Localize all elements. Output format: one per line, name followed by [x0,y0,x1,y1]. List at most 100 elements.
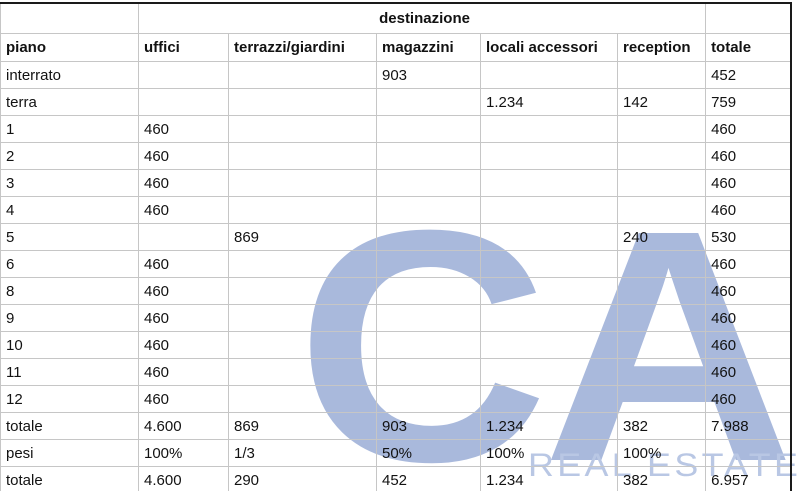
cell-piano[interactable]: terra [0,88,139,116]
cell-uffici[interactable]: 460 [138,385,229,413]
cell-locali_accessori[interactable] [480,277,618,305]
cell-terrazzi_giardini[interactable]: 290 [228,466,377,491]
column-header-piano[interactable]: piano [0,33,139,62]
cell-totale[interactable]: 460 [705,115,792,143]
cell-locali_accessori[interactable] [480,115,618,143]
cell-magazzini[interactable] [376,115,481,143]
cell-uffici[interactable] [138,61,229,89]
cell-totale[interactable]: 460 [705,142,792,170]
cell-piano[interactable]: pesi [0,439,139,467]
cell-totale[interactable]: 460 [705,358,792,386]
cell-locali_accessori[interactable]: 1.234 [480,466,618,491]
cell-reception[interactable] [617,277,707,305]
cell-totale[interactable] [705,439,792,467]
cell-reception[interactable] [617,358,707,386]
cell-totale[interactable]: 7.988 [705,412,792,440]
cell-totale[interactable]: 460 [705,169,792,197]
cell-magazzini[interactable] [376,385,481,413]
cell-terrazzi_giardini[interactable]: 1/3 [228,439,377,467]
cell-reception[interactable] [617,385,707,413]
cell-terrazzi_giardini[interactable] [228,358,377,386]
cell-locali_accessori[interactable] [480,223,618,251]
cell-magazzini[interactable] [376,223,481,251]
cell-uffici[interactable]: 460 [138,358,229,386]
cell-piano[interactable]: 2 [0,142,139,170]
column-header-totale[interactable]: totale [705,33,792,62]
cell-locali_accessori[interactable] [480,385,618,413]
cell-reception[interactable] [617,250,707,278]
cell-totale[interactable]: 759 [705,88,792,116]
cell-reception[interactable] [617,115,707,143]
cell-totale[interactable]: 460 [705,331,792,359]
column-header-terrazzi_giardini[interactable]: terrazzi/giardini [228,33,377,62]
cell-locali_accessori[interactable] [480,61,618,89]
cell-piano[interactable]: 9 [0,304,139,332]
cell-totale[interactable]: 452 [705,61,792,89]
cell-terrazzi_giardini[interactable] [228,61,377,89]
cell-totale[interactable]: 460 [705,250,792,278]
cell-reception[interactable] [617,61,707,89]
cell-uffici[interactable]: 460 [138,250,229,278]
cell-reception[interactable] [617,142,707,170]
cell-piano[interactable]: totale [0,412,139,440]
cell-totale[interactable]: 460 [705,277,792,305]
cell-totale[interactable]: 530 [705,223,792,251]
cell-locali_accessori[interactable] [480,304,618,332]
cell-totale[interactable]: 460 [705,304,792,332]
cell-magazzini[interactable] [376,196,481,224]
cell-totale[interactable]: 6.957 [705,466,792,491]
cell-magazzini[interactable] [376,358,481,386]
cell-reception[interactable]: 382 [617,466,707,491]
column-header-locali_accessori[interactable]: locali accessori [480,33,618,62]
cell-magazzini[interactable] [376,304,481,332]
cell-piano[interactable]: 6 [0,250,139,278]
column-header-magazzini[interactable]: magazzini [376,33,481,62]
cell-magazzini[interactable] [376,250,481,278]
cell-terrazzi_giardini[interactable] [228,196,377,224]
cell-locali_accessori[interactable] [480,169,618,197]
cell-locali_accessori[interactable]: 100% [480,439,618,467]
cell-uffici[interactable]: 460 [138,115,229,143]
cell-uffici[interactable]: 460 [138,142,229,170]
cell-magazzini[interactable] [376,88,481,116]
cell-piano[interactable]: 10 [0,331,139,359]
column-header-uffici[interactable]: uffici [138,33,229,62]
cell-magazzini[interactable] [376,277,481,305]
cell-piano[interactable]: 11 [0,358,139,386]
cell-piano[interactable]: 8 [0,277,139,305]
cell-reception[interactable]: 382 [617,412,707,440]
cell-terrazzi_giardini[interactable] [228,169,377,197]
cell-piano[interactable]: 12 [0,385,139,413]
cell-magazzini[interactable] [376,331,481,359]
cell-reception[interactable] [617,196,707,224]
cell-piano[interactable]: 3 [0,169,139,197]
cell-terrazzi_giardini[interactable] [228,142,377,170]
cell-locali_accessori[interactable] [480,358,618,386]
cell-piano[interactable]: 4 [0,196,139,224]
cell-terrazzi_giardini[interactable] [228,88,377,116]
cell-terrazzi_giardini[interactable] [228,115,377,143]
cell-uffici[interactable] [138,223,229,251]
cell-reception[interactable]: 240 [617,223,707,251]
cell-magazzini[interactable]: 452 [376,466,481,491]
cell-terrazzi_giardini[interactable] [228,331,377,359]
cell-locali_accessori[interactable] [480,196,618,224]
cell-locali_accessori[interactable] [480,331,618,359]
cell-totale[interactable]: 460 [705,385,792,413]
cell-uffici[interactable] [138,88,229,116]
cell-locali_accessori[interactable]: 1.234 [480,88,618,116]
cell-uffici[interactable]: 4.600 [138,466,229,491]
cell-piano[interactable]: interrato [0,61,139,89]
cell-uffici[interactable]: 460 [138,169,229,197]
cell-terrazzi_giardini[interactable] [228,277,377,305]
cell-uffici[interactable]: 4.600 [138,412,229,440]
cell-piano[interactable]: 5 [0,223,139,251]
cell-magazzini[interactable] [376,142,481,170]
cell-uffici[interactable]: 460 [138,196,229,224]
cell-locali_accessori[interactable]: 1.234 [480,412,618,440]
cell-terrazzi_giardini[interactable] [228,304,377,332]
cell-magazzini[interactable] [376,169,481,197]
cell-locali_accessori[interactable] [480,250,618,278]
cell-terrazzi_giardini[interactable] [228,250,377,278]
cell-terrazzi_giardini[interactable]: 869 [228,412,377,440]
